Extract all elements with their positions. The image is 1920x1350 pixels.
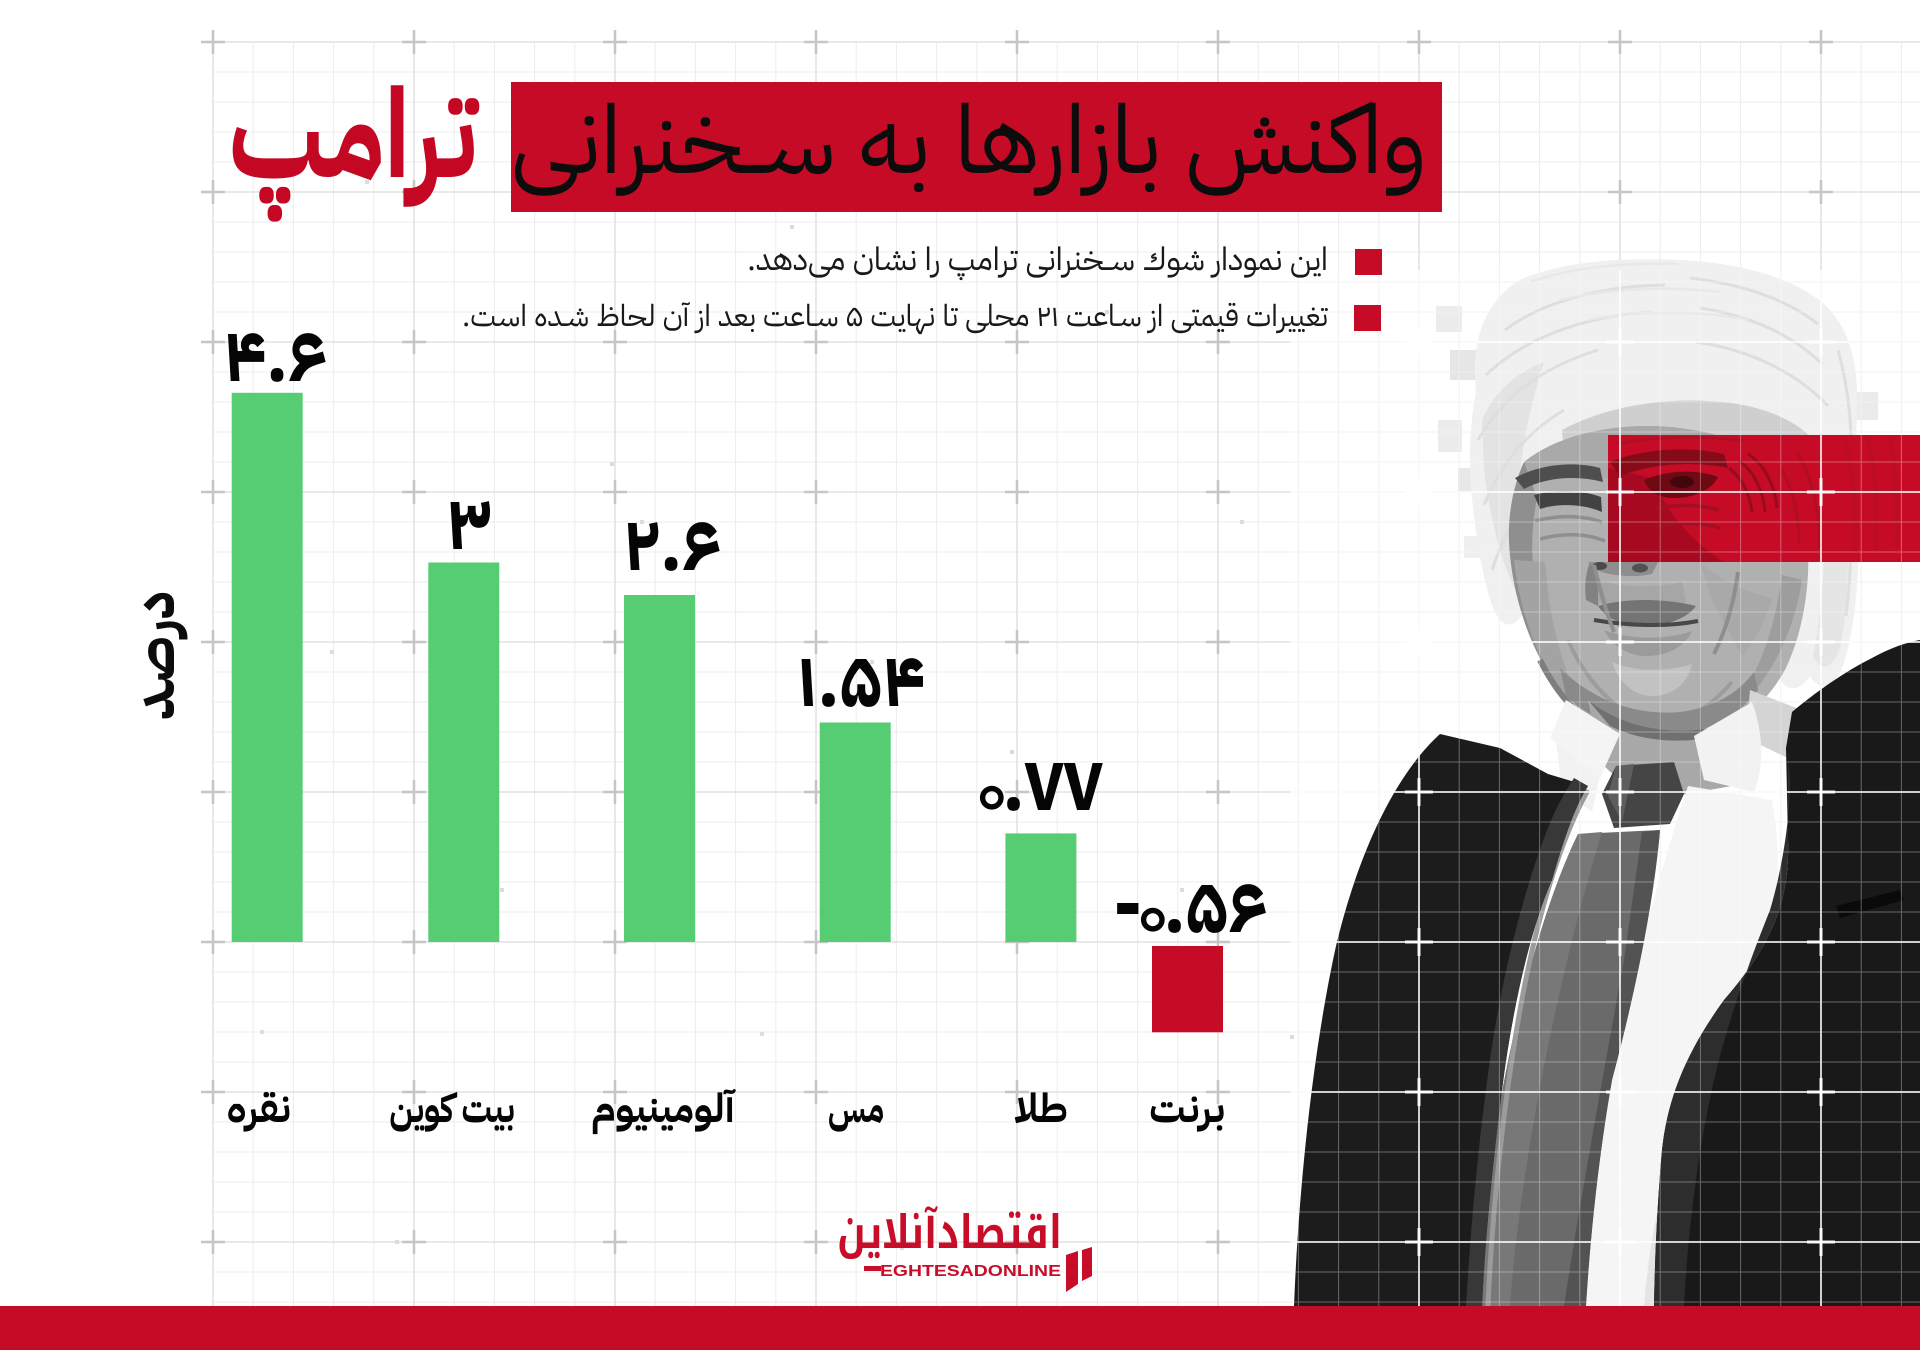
svg-text:EGHTESADONLINE: EGHTESADONLINE <box>880 1263 1061 1280</box>
